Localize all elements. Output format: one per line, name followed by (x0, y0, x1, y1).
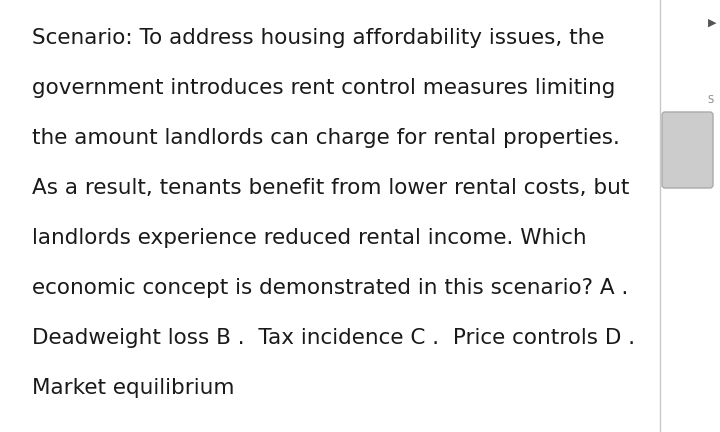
FancyBboxPatch shape (662, 112, 713, 188)
Text: Deadweight loss B .  Tax incidence C .  Price controls D .: Deadweight loss B . Tax incidence C . Pr… (32, 328, 635, 348)
Text: landlords experience reduced rental income. Which: landlords experience reduced rental inco… (32, 228, 587, 248)
Text: S: S (707, 95, 713, 105)
Text: Scenario: To address housing affordability issues, the: Scenario: To address housing affordabili… (32, 28, 605, 48)
Text: economic concept is demonstrated in this scenario? A .: economic concept is demonstrated in this… (32, 278, 629, 298)
Text: Market equilibrium: Market equilibrium (32, 378, 235, 398)
Text: the amount landlords can charge for rental properties.: the amount landlords can charge for rent… (32, 128, 620, 148)
Text: As a result, tenants benefit from lower rental costs, but: As a result, tenants benefit from lower … (32, 178, 629, 198)
Text: government introduces rent control measures limiting: government introduces rent control measu… (32, 78, 616, 98)
Text: ▶: ▶ (708, 18, 716, 28)
